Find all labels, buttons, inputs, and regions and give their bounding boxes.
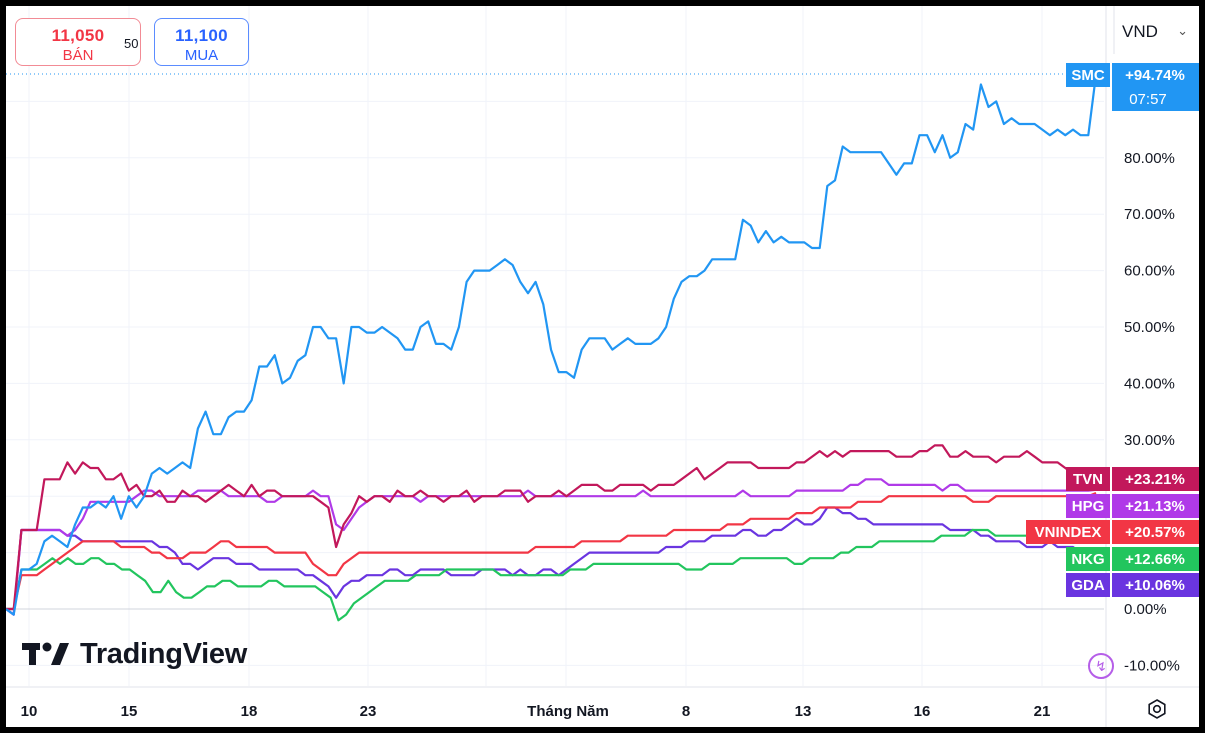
series-line-nkg [6,528,1097,622]
series-time: 07:57 [1129,91,1167,108]
series-value: +20.57% [1125,524,1185,541]
y-tick-label: 50.00% [1124,319,1175,336]
y-tick-label: 30.00% [1124,432,1175,449]
buy-label: MUA [184,47,219,64]
series-value-box [1112,63,1199,111]
x-tick-label: 15 [121,703,138,720]
tradingview-logo: TradingView [22,636,247,672]
series-name-box [1066,467,1110,491]
series-value: +10.06% [1125,577,1185,594]
x-tick-label: 18 [241,703,258,720]
series-name-box [1066,573,1110,597]
series-value: +21.13% [1125,498,1185,515]
series-label-hpg: HPG +21.13% [1066,494,1199,518]
series-label-nkg: NKG +12.66% [1066,547,1199,571]
chart-frame: 80.00% 70.00% 60.00% 50.00% 40.00% 30.00% 0.00… [6,6,1199,727]
series-name: HPG [1072,498,1105,515]
series-line-vnindex [6,491,1097,611]
x-tick-label: 13 [795,703,812,720]
buy-button[interactable]: 11,100 MUA [154,18,249,66]
series-value-box [1112,494,1199,518]
series-name: GDA [1071,577,1105,594]
x-tick-label: 10 [21,703,38,720]
y-tick-label: 60.00% [1124,263,1175,280]
sell-price: 11,050 [51,26,105,45]
series-line-tvn [6,444,1097,611]
series-name-box [1066,494,1110,518]
y-tick-label: 80.00% [1124,150,1175,167]
series-name: VNINDEX [1035,524,1102,541]
sell-label: BÁN [62,47,94,64]
series-name: SMC [1071,67,1105,84]
x-tick-label: 16 [914,703,931,720]
chart-svg[interactable]: 80.00% 70.00% 60.00% 50.00% 40.00% 30.00% 0.00… [6,6,1199,727]
gear-icon[interactable] [1146,698,1168,720]
y-tick-label: -10.00% [1124,657,1180,674]
series-label-tvn: TVN +23.21% [1066,467,1199,491]
series-name-box [1026,520,1110,544]
tradingview-logo-icon [22,642,69,665]
series-label-vnindex: VNINDEX +20.57% [1026,520,1199,544]
y-tick-label: 0.00% [1124,601,1167,618]
y-tick-label: 70.00% [1124,206,1175,223]
series-name-box [1066,63,1110,87]
series-value: +23.21% [1125,471,1185,488]
series-label-smc: SMC +94.74% 07:57 [1066,63,1199,111]
series-value-box [1112,547,1199,571]
series-value-box [1112,520,1199,544]
series-line-gda [6,506,1097,616]
series-name-box [1066,547,1110,571]
series-label-gda: GDA +10.06% [1066,573,1199,597]
x-tick-label: 23 [360,703,377,720]
series-value: +94.74% [1125,67,1185,84]
series-value-box [1112,573,1199,597]
sell-button[interactable]: 11,050 BÁN [15,18,141,66]
currency-value: VND [1122,22,1158,41]
series-value: +12.66% [1125,551,1185,568]
chevron-down-icon: ⌄ [1177,23,1188,38]
logo-text: TradingView [80,637,247,670]
currency-select[interactable]: VND ⌄ [1114,14,1194,48]
lightning-icon[interactable]: ↯ [1088,653,1114,679]
spread-value: 50 [124,36,139,51]
series-line-smc [6,74,1098,616]
series-name: NKG [1071,551,1104,568]
y-tick-label: 40.00% [1124,375,1175,392]
buy-price: 11,100 [175,26,228,45]
x-tick-label: 21 [1034,703,1051,720]
x-tick-label: Tháng Năm [527,703,609,720]
x-tick-label: 8 [682,703,690,720]
series-name: TVN [1073,471,1103,488]
series-value-box [1112,467,1199,491]
